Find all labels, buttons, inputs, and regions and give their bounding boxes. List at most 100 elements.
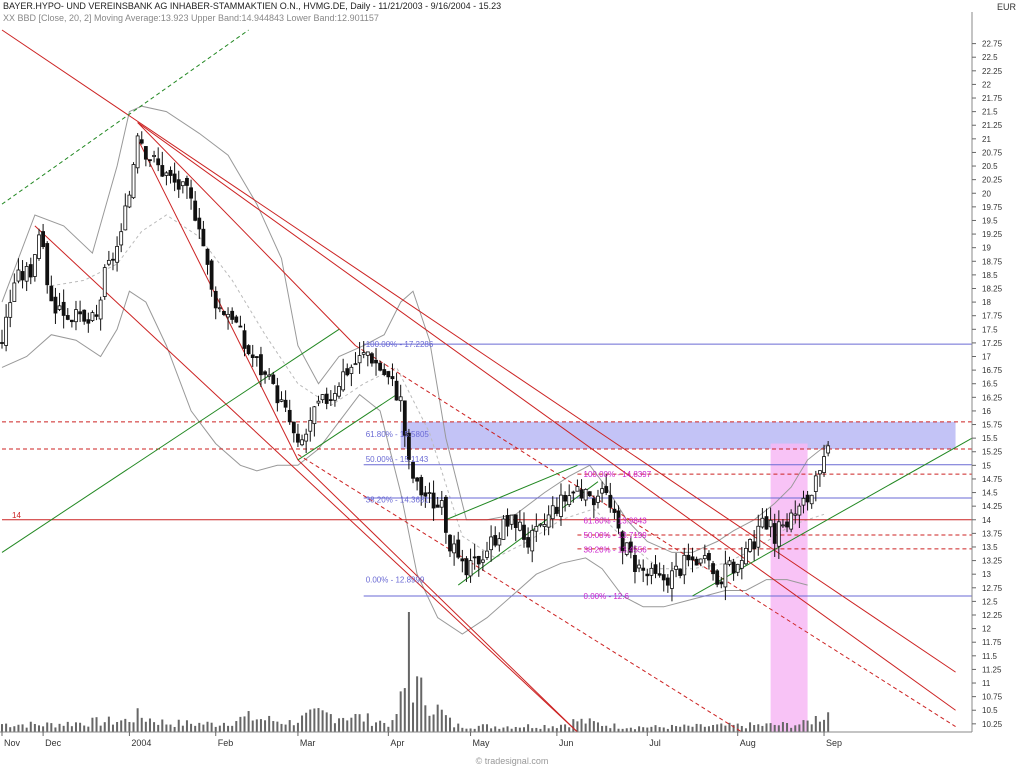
candle-body <box>20 271 25 281</box>
candle-body <box>185 177 189 186</box>
volume-bar <box>13 726 16 732</box>
candle-body <box>415 477 420 482</box>
highlight-zone <box>770 443 808 732</box>
volume-bar <box>375 722 378 732</box>
y-tick-label: 16.75 <box>982 366 1003 375</box>
volume-bar <box>399 691 402 732</box>
volume-bars <box>1 612 830 732</box>
volume-bar <box>724 725 727 732</box>
candle-body <box>826 445 831 454</box>
candle-body <box>612 508 617 513</box>
candle-body <box>538 523 543 526</box>
candle-body <box>267 374 272 377</box>
candle-body <box>386 371 391 378</box>
candle-body <box>567 495 572 506</box>
volume-bar <box>592 721 595 732</box>
volume-bar <box>387 726 390 732</box>
candle-body <box>180 181 185 187</box>
volume-bar <box>95 717 98 732</box>
volume-bar <box>202 724 205 732</box>
candle-body <box>427 492 432 494</box>
candle-body <box>197 217 202 230</box>
candle-body <box>637 564 641 569</box>
candle-body <box>509 514 514 525</box>
candle-body <box>554 506 559 514</box>
candle-body <box>460 558 465 562</box>
volume-bar <box>654 725 657 732</box>
volume-bar <box>601 725 604 732</box>
volume-bar <box>305 712 308 732</box>
candle-body <box>361 352 366 355</box>
volume-bar <box>621 728 624 732</box>
volume-bar <box>765 723 768 732</box>
bollinger-bands <box>1 105 829 635</box>
volume-bar <box>296 722 299 732</box>
fib-label: 100.00% - 17.2286 <box>366 340 434 349</box>
candle-body <box>189 187 193 199</box>
trendline <box>297 394 397 461</box>
x-tick-label: Apr <box>390 738 404 748</box>
y-tick-label: 16.25 <box>982 393 1003 402</box>
trendline <box>137 122 956 711</box>
y-tick-label: 17.5 <box>982 325 998 334</box>
trendline <box>297 459 578 733</box>
volume-bar <box>25 727 28 732</box>
volume-bar <box>670 724 673 732</box>
y-tick-label: 13.75 <box>982 529 1003 538</box>
volume-bar <box>128 722 131 732</box>
volume-bar <box>37 725 40 732</box>
y-tick-label: 21.25 <box>982 121 1003 130</box>
volume-bar <box>642 727 645 732</box>
candle-body <box>443 496 448 533</box>
candle-body <box>505 515 510 527</box>
y-tick-label: 19 <box>982 244 991 253</box>
volume-bar <box>605 725 608 732</box>
volume-bar <box>580 718 583 732</box>
watermark: © tradesignal.com <box>476 756 549 766</box>
trendline <box>137 122 356 346</box>
volume-bar <box>716 724 719 732</box>
candle-body <box>480 559 485 563</box>
candle-body <box>300 439 304 446</box>
x-tick-label: Jun <box>559 738 574 748</box>
candle-body <box>398 396 403 402</box>
volume-bar <box>194 725 197 732</box>
candle-body <box>279 399 284 402</box>
y-tick-label: 18 <box>982 298 991 307</box>
y-tick-label: 12.5 <box>982 597 998 606</box>
volume-bar <box>781 722 784 732</box>
y-tick-label: 19.5 <box>982 216 998 225</box>
volume-bar <box>658 727 661 732</box>
candle-body <box>665 577 670 586</box>
fib-label: 61.80% - 15.5805 <box>366 430 430 439</box>
volume-bar <box>74 722 77 732</box>
candle-body <box>781 524 785 527</box>
y-tick-label: 19.25 <box>982 230 1003 239</box>
volume-bar <box>444 715 447 732</box>
volume-bar <box>243 716 246 732</box>
x-tick-label: Jul <box>649 738 661 748</box>
volume-bar <box>292 725 295 732</box>
fib-label: 61.80% - 13.9843 <box>584 517 648 526</box>
candle-body <box>739 560 744 569</box>
candle-body <box>263 371 267 375</box>
fib-label: 50.00% - 15.1143 <box>366 455 429 464</box>
volume-bar <box>753 724 756 732</box>
volume-bar <box>358 714 361 732</box>
volume-bar <box>736 723 739 732</box>
volume-bar <box>827 712 830 732</box>
candle-body <box>127 194 132 208</box>
candle-body <box>587 491 592 497</box>
candle-body <box>591 498 596 506</box>
volume-bar <box>465 728 468 732</box>
volume-bar <box>50 723 53 732</box>
volume-bar <box>227 725 230 732</box>
volume-bar <box>584 723 587 732</box>
volume-bar <box>325 712 328 732</box>
volume-bar <box>91 717 94 732</box>
candle-body <box>193 200 198 221</box>
y-tick-label: 17.75 <box>982 312 1003 321</box>
volume-bar <box>251 720 254 732</box>
highlight-zones <box>400 421 956 732</box>
volume-bar <box>99 725 102 732</box>
